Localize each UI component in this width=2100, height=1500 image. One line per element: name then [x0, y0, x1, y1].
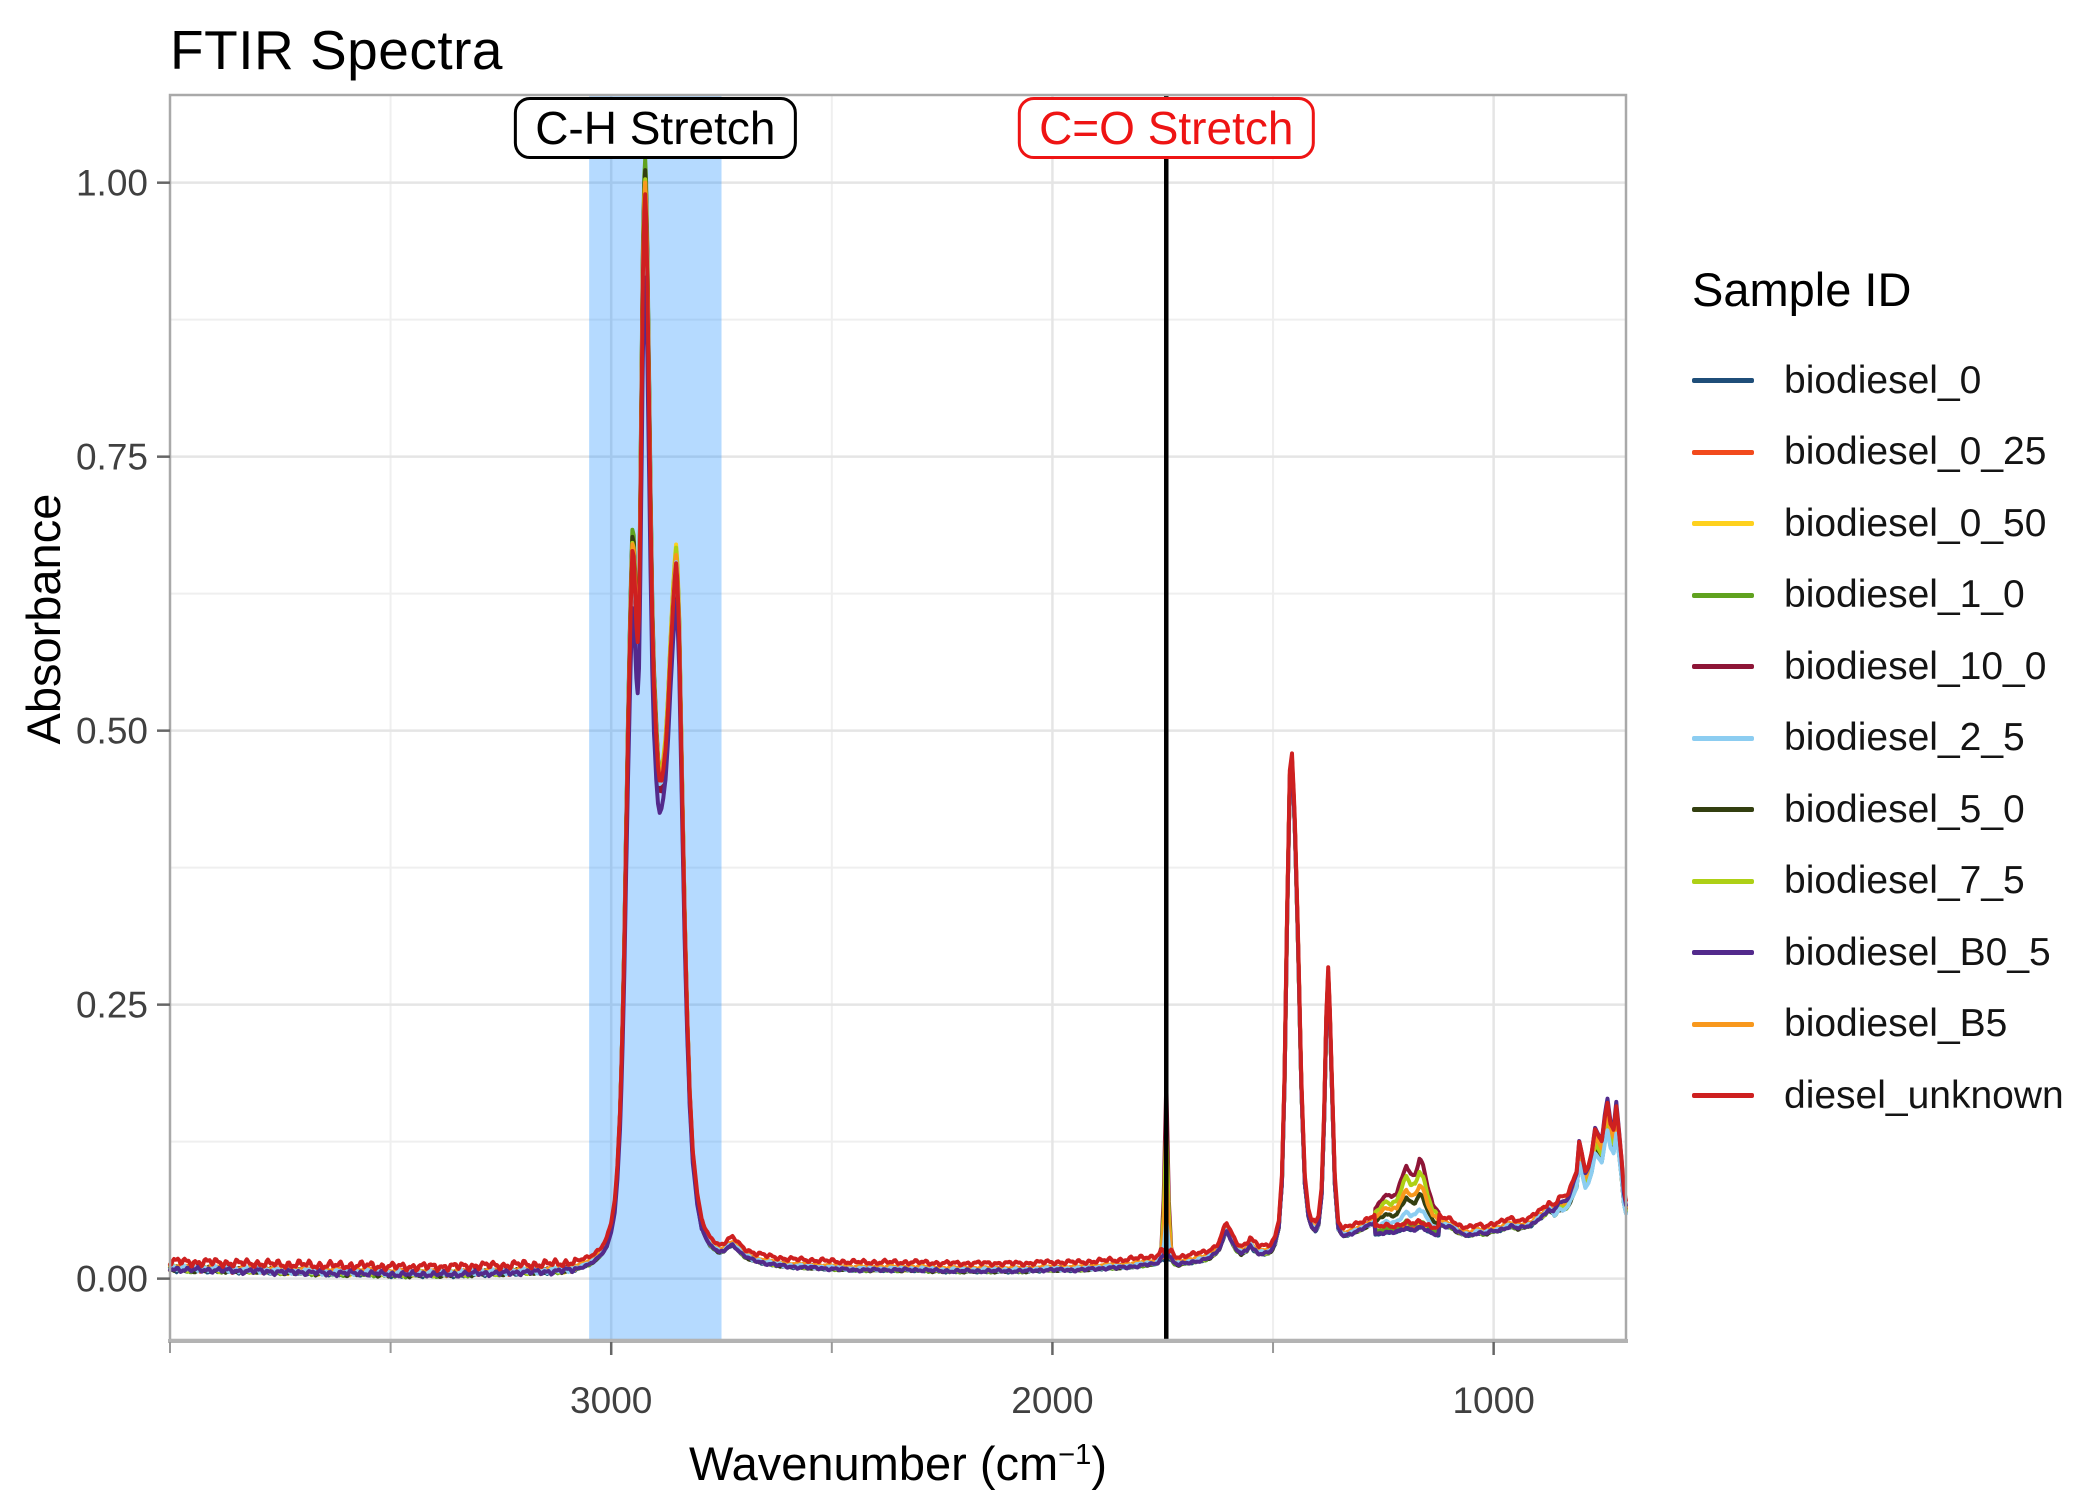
legend-item-label: biodiesel_2_5 — [1784, 716, 2025, 760]
legend-item-label: biodiesel_B5 — [1784, 1002, 2008, 1046]
legend-item: biodiesel_1_0 — [1692, 560, 2092, 632]
y-tick-label: 0.25 — [76, 985, 148, 1026]
co-stretch-annotation-label: C=O Stretch — [1018, 97, 1315, 159]
legend-item-label: diesel_unknown — [1784, 1073, 2064, 1117]
x-tick-label: 2000 — [1011, 1380, 1093, 1421]
legend-item: biodiesel_B5 — [1692, 989, 2092, 1061]
legend-item-label: biodiesel_5_0 — [1784, 787, 2025, 831]
legend-key-line-icon — [1692, 378, 1754, 384]
legend-item: biodiesel_10_0 — [1692, 631, 2092, 703]
legend-item-label: biodiesel_0_50 — [1784, 501, 2047, 545]
legend-item-label: biodiesel_0 — [1784, 358, 1982, 402]
series-diesel_unknown — [168, 192, 1628, 1273]
legend-item-label: biodiesel_7_5 — [1784, 859, 2025, 903]
panel-border — [168, 93, 1628, 1342]
legend-item: biodiesel_7_5 — [1692, 846, 2092, 918]
legend-item-label: biodiesel_0_25 — [1784, 430, 2047, 474]
legend-key-line-icon — [1692, 521, 1754, 527]
legend-item-label: biodiesel_1_0 — [1784, 573, 2025, 617]
series-biodiesel_7_5 — [168, 177, 1628, 1279]
series-biodiesel_5_0 — [168, 168, 1628, 1280]
legend-item: biodiesel_5_0 — [1692, 774, 2092, 846]
legend-key-line-icon — [1692, 735, 1754, 741]
legend-item: biodiesel_2_5 — [1692, 703, 2092, 775]
legend-item: biodiesel_0 — [1692, 345, 2092, 417]
legend-item: biodiesel_0_50 — [1692, 488, 2092, 560]
legend-key-line-icon — [1692, 664, 1754, 670]
y-axis-title: Absorbance — [17, 493, 70, 745]
x-axis-title-text: Wavenumber (cm — [689, 1437, 1059, 1490]
legend-item-label: biodiesel_10_0 — [1784, 644, 2047, 688]
series-biodiesel_10_0 — [168, 203, 1628, 1277]
series-biodiesel_2_5 — [168, 198, 1628, 1278]
legend-item-label: biodiesel_B0_5 — [1784, 930, 2051, 974]
x-tick-label: 3000 — [570, 1380, 652, 1421]
x-axis-title-close: ) — [1091, 1437, 1107, 1490]
plot-title: FTIR Spectra — [170, 19, 504, 81]
y-tick-label: 0.50 — [76, 711, 148, 752]
series-biodiesel_B0_5 — [168, 275, 1628, 1279]
legend-title: Sample ID — [1692, 263, 1912, 316]
x-tick-label: 1000 — [1452, 1380, 1534, 1421]
legend-key-line-icon — [1692, 1093, 1754, 1099]
legend-item: biodiesel_B0_5 — [1692, 917, 2092, 989]
series-biodiesel_B5 — [168, 180, 1628, 1276]
legend-key-line-icon — [1692, 449, 1754, 455]
x-axis-title: Wavenumber (cm−1) — [689, 1436, 1107, 1491]
y-tick-label: 0.00 — [76, 1259, 148, 1300]
legend-key-line-icon — [1692, 1021, 1754, 1027]
y-tick-label: 1.00 — [76, 163, 148, 204]
series-biodiesel_0_50 — [168, 172, 1628, 1278]
legend-item: diesel_unknown — [1692, 1060, 2092, 1132]
x-axis-title-superscript: −1 — [1058, 1438, 1092, 1471]
legend-key-line-icon — [1692, 807, 1754, 813]
legend: Sample ID biodiesel_0 biodiesel_0_25 biodi… — [1692, 262, 2092, 1132]
ch-stretch-annotation-label: C-H Stretch — [514, 97, 797, 159]
legend-item: biodiesel_0_25 — [1692, 417, 2092, 489]
series-biodiesel_0 — [168, 189, 1628, 1280]
legend-key-line-icon — [1692, 878, 1754, 884]
y-tick-label: 0.75 — [76, 437, 148, 478]
series-biodiesel_1_0 — [168, 157, 1628, 1280]
legend-key-line-icon — [1692, 592, 1754, 598]
legend-key-line-icon — [1692, 950, 1754, 956]
